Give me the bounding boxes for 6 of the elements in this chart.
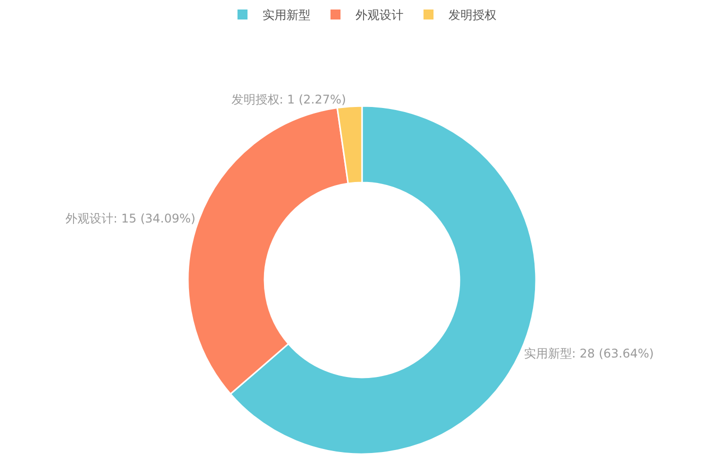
legend-label: 发明授权 xyxy=(448,8,496,22)
data-label: 发明授权: 1 (2.27%) xyxy=(231,92,346,106)
legend-label: 实用新型 xyxy=(262,8,310,22)
legend-label: 外观设计 xyxy=(356,8,404,22)
data-label: 外观设计: 15 (34.09%) xyxy=(65,211,196,226)
data-label: 实用新型: 28 (63.64%) xyxy=(524,346,654,360)
